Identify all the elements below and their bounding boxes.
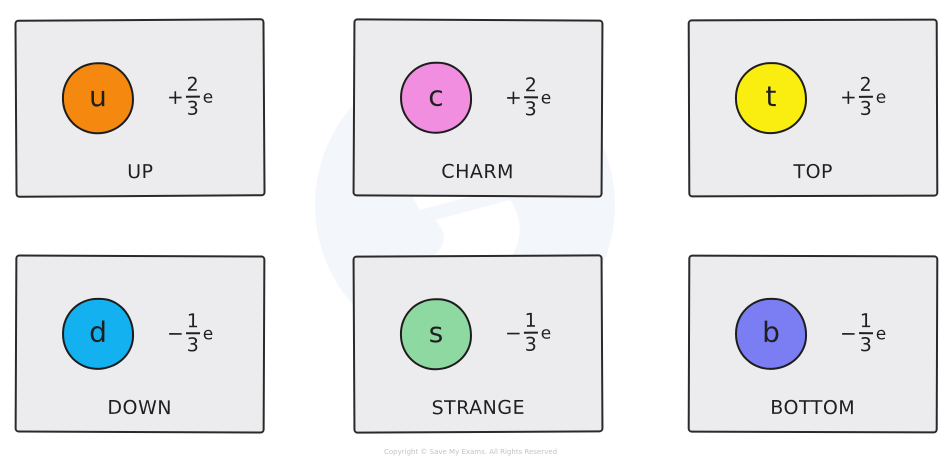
quark-circle-charm: c	[399, 61, 473, 134]
fraction-numerator: 1	[859, 310, 872, 333]
quark-symbol: c	[428, 79, 444, 113]
fraction-numerator: 2	[186, 73, 199, 96]
charge-sign: +	[166, 84, 184, 109]
charge-fraction: 2 3	[858, 73, 873, 120]
quark-card-top: t + 2 3 e TOP	[687, 18, 939, 198]
charge-sign: −	[166, 321, 184, 346]
quark-circle-top: t	[734, 62, 808, 135]
quark-card-bottom: b − 1 3 e BOTTOM	[687, 254, 939, 434]
charge-fraction: 2 3	[185, 73, 200, 120]
charge-fraction: 2 3	[523, 74, 538, 121]
quark-symbol: t	[765, 80, 777, 114]
quark-name: TOP	[793, 160, 834, 184]
fraction-denominator: 3	[524, 98, 537, 121]
charge-unit: e	[202, 87, 214, 108]
charge-label: − 1 3 e	[167, 308, 213, 358]
charge-unit: e	[875, 87, 887, 108]
fraction-denominator: 3	[859, 97, 872, 120]
quark-name: DOWN	[107, 396, 173, 420]
quark-circle-down: d	[61, 297, 135, 370]
charge-sign: −	[839, 321, 857, 346]
quark-card-strange: s − 1 3 e STRANGE	[352, 254, 604, 434]
fraction-denominator: 3	[859, 334, 872, 357]
fraction-denominator: 3	[524, 333, 537, 356]
charge-label: + 2 3 e	[505, 72, 551, 122]
charge-unit: e	[202, 324, 214, 345]
quark-card-down: d − 1 3 e DOWN	[14, 254, 266, 434]
charge-label: − 1 3 e	[840, 308, 886, 358]
quark-symbol: u	[88, 80, 107, 114]
charge-fraction: 1 3	[523, 309, 538, 356]
fraction-numerator: 1	[524, 309, 537, 332]
charge-fraction: 1 3	[858, 310, 873, 357]
charge-fraction: 1 3	[185, 310, 200, 357]
quark-symbol: b	[762, 315, 780, 349]
fraction-numerator: 2	[859, 73, 872, 96]
quark-symbol: d	[89, 315, 108, 349]
fraction-numerator: 2	[524, 74, 537, 97]
charge-label: − 1 3 e	[505, 308, 551, 358]
quark-card-charm: c + 2 3 e CHARM	[352, 18, 604, 198]
charge-label: + 2 3 e	[840, 72, 886, 122]
quark-circle-up: u	[61, 62, 135, 135]
charge-unit: e	[540, 88, 552, 109]
fraction-denominator: 3	[186, 97, 199, 120]
charge-sign: +	[839, 84, 857, 109]
fraction-numerator: 1	[186, 310, 199, 333]
quark-name: UP	[127, 160, 154, 184]
fraction-denominator: 3	[186, 334, 199, 357]
charge-sign: +	[504, 85, 522, 110]
charge-label: + 2 3 e	[167, 72, 214, 122]
quark-circle-strange: s	[399, 298, 473, 371]
charge-unit: e	[540, 323, 552, 344]
quark-name: BOTTOM	[770, 396, 856, 420]
charge-sign: −	[504, 320, 522, 345]
copyright-footer: Copyright © Save My Exams. All Rights Re…	[383, 448, 558, 456]
quark-name: CHARM	[441, 160, 515, 184]
quark-circle-bottom: b	[734, 297, 808, 370]
quark-symbol: s	[428, 316, 444, 350]
charge-unit: e	[875, 324, 887, 345]
quark-card-up: u + 2 3 e UP	[14, 18, 266, 198]
quark-name: STRANGE	[431, 396, 526, 420]
